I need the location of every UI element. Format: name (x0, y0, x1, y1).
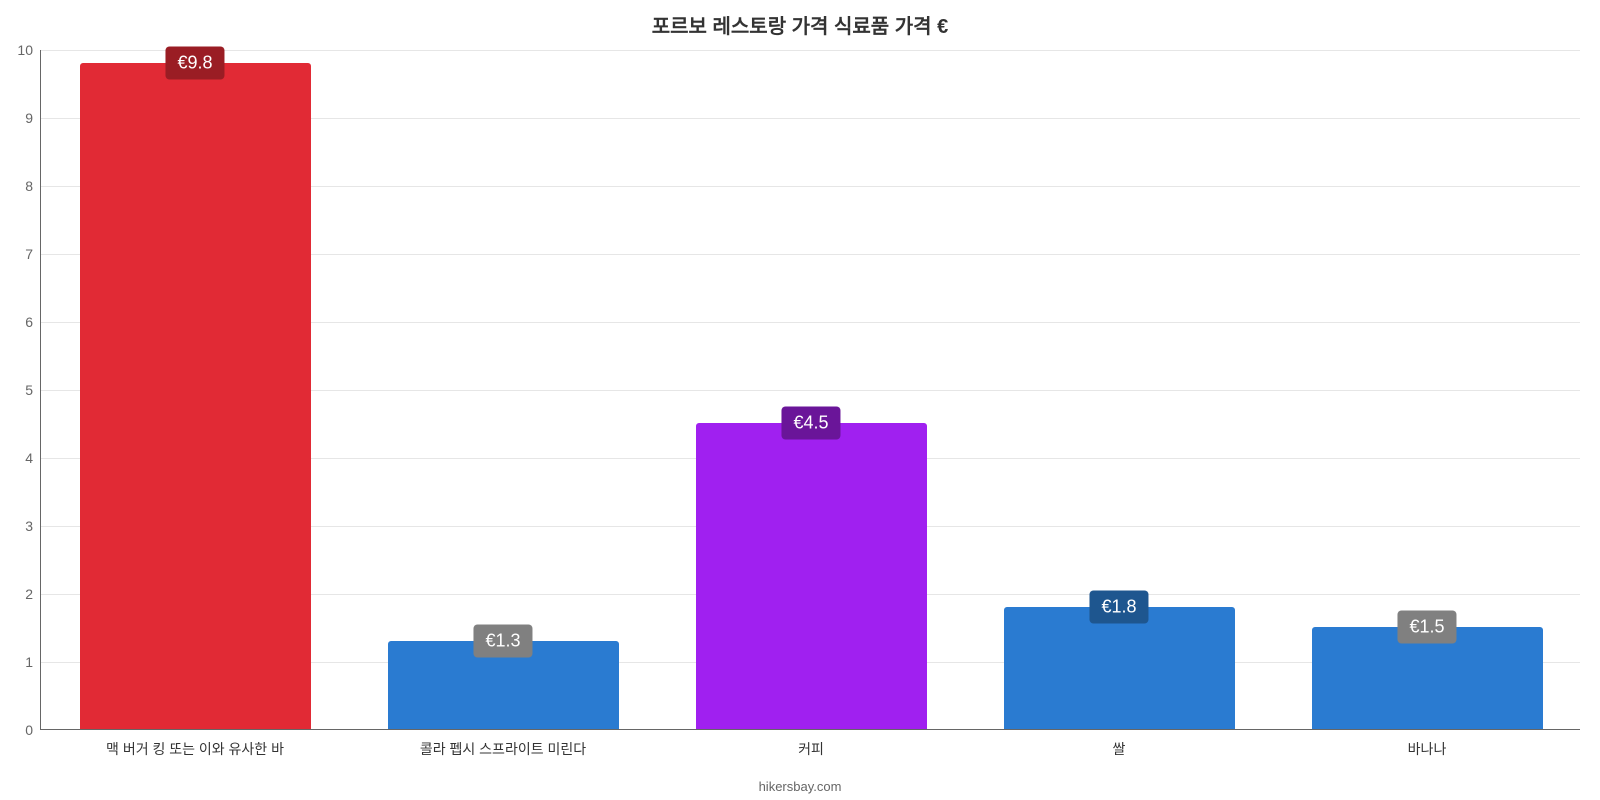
chart-source-label: hikersbay.com (0, 779, 1600, 794)
ytick-label: 5 (25, 382, 41, 398)
ytick-label: 1 (25, 654, 41, 670)
xtick-label: 커피 (798, 729, 824, 759)
ytick-label: 8 (25, 178, 41, 194)
price-bar-chart: 포르보 레스토랑 가격 식료품 가격 € 012345678910€9.8맥 버… (0, 0, 1600, 800)
bar (696, 423, 927, 729)
bar-value-label: €1.3 (473, 624, 532, 657)
bar-value-label: €1.5 (1397, 611, 1456, 644)
ytick-label: 4 (25, 450, 41, 466)
bar (80, 63, 311, 729)
ytick-label: 0 (25, 722, 41, 738)
ytick-label: 10 (17, 42, 41, 58)
bar-value-label: €1.8 (1089, 590, 1148, 623)
xtick-label: 바나나 (1408, 729, 1447, 759)
ytick-label: 7 (25, 246, 41, 262)
bar-value-label: €4.5 (781, 407, 840, 440)
xtick-label: 쌀 (1113, 729, 1126, 759)
xtick-label: 콜라 펩시 스프라이트 미린다 (420, 729, 586, 759)
ytick-label: 3 (25, 518, 41, 534)
xtick-label: 맥 버거 킹 또는 이와 유사한 바 (106, 729, 284, 759)
ytick-label: 2 (25, 586, 41, 602)
plot-area: 012345678910€9.8맥 버거 킹 또는 이와 유사한 바€1.3콜라… (40, 50, 1580, 730)
chart-title: 포르보 레스토랑 가격 식료품 가격 € (0, 10, 1600, 39)
bar-value-label: €9.8 (165, 46, 224, 79)
bar (1004, 607, 1235, 729)
ytick-label: 6 (25, 314, 41, 330)
ytick-label: 9 (25, 110, 41, 126)
gridline (41, 50, 1580, 51)
